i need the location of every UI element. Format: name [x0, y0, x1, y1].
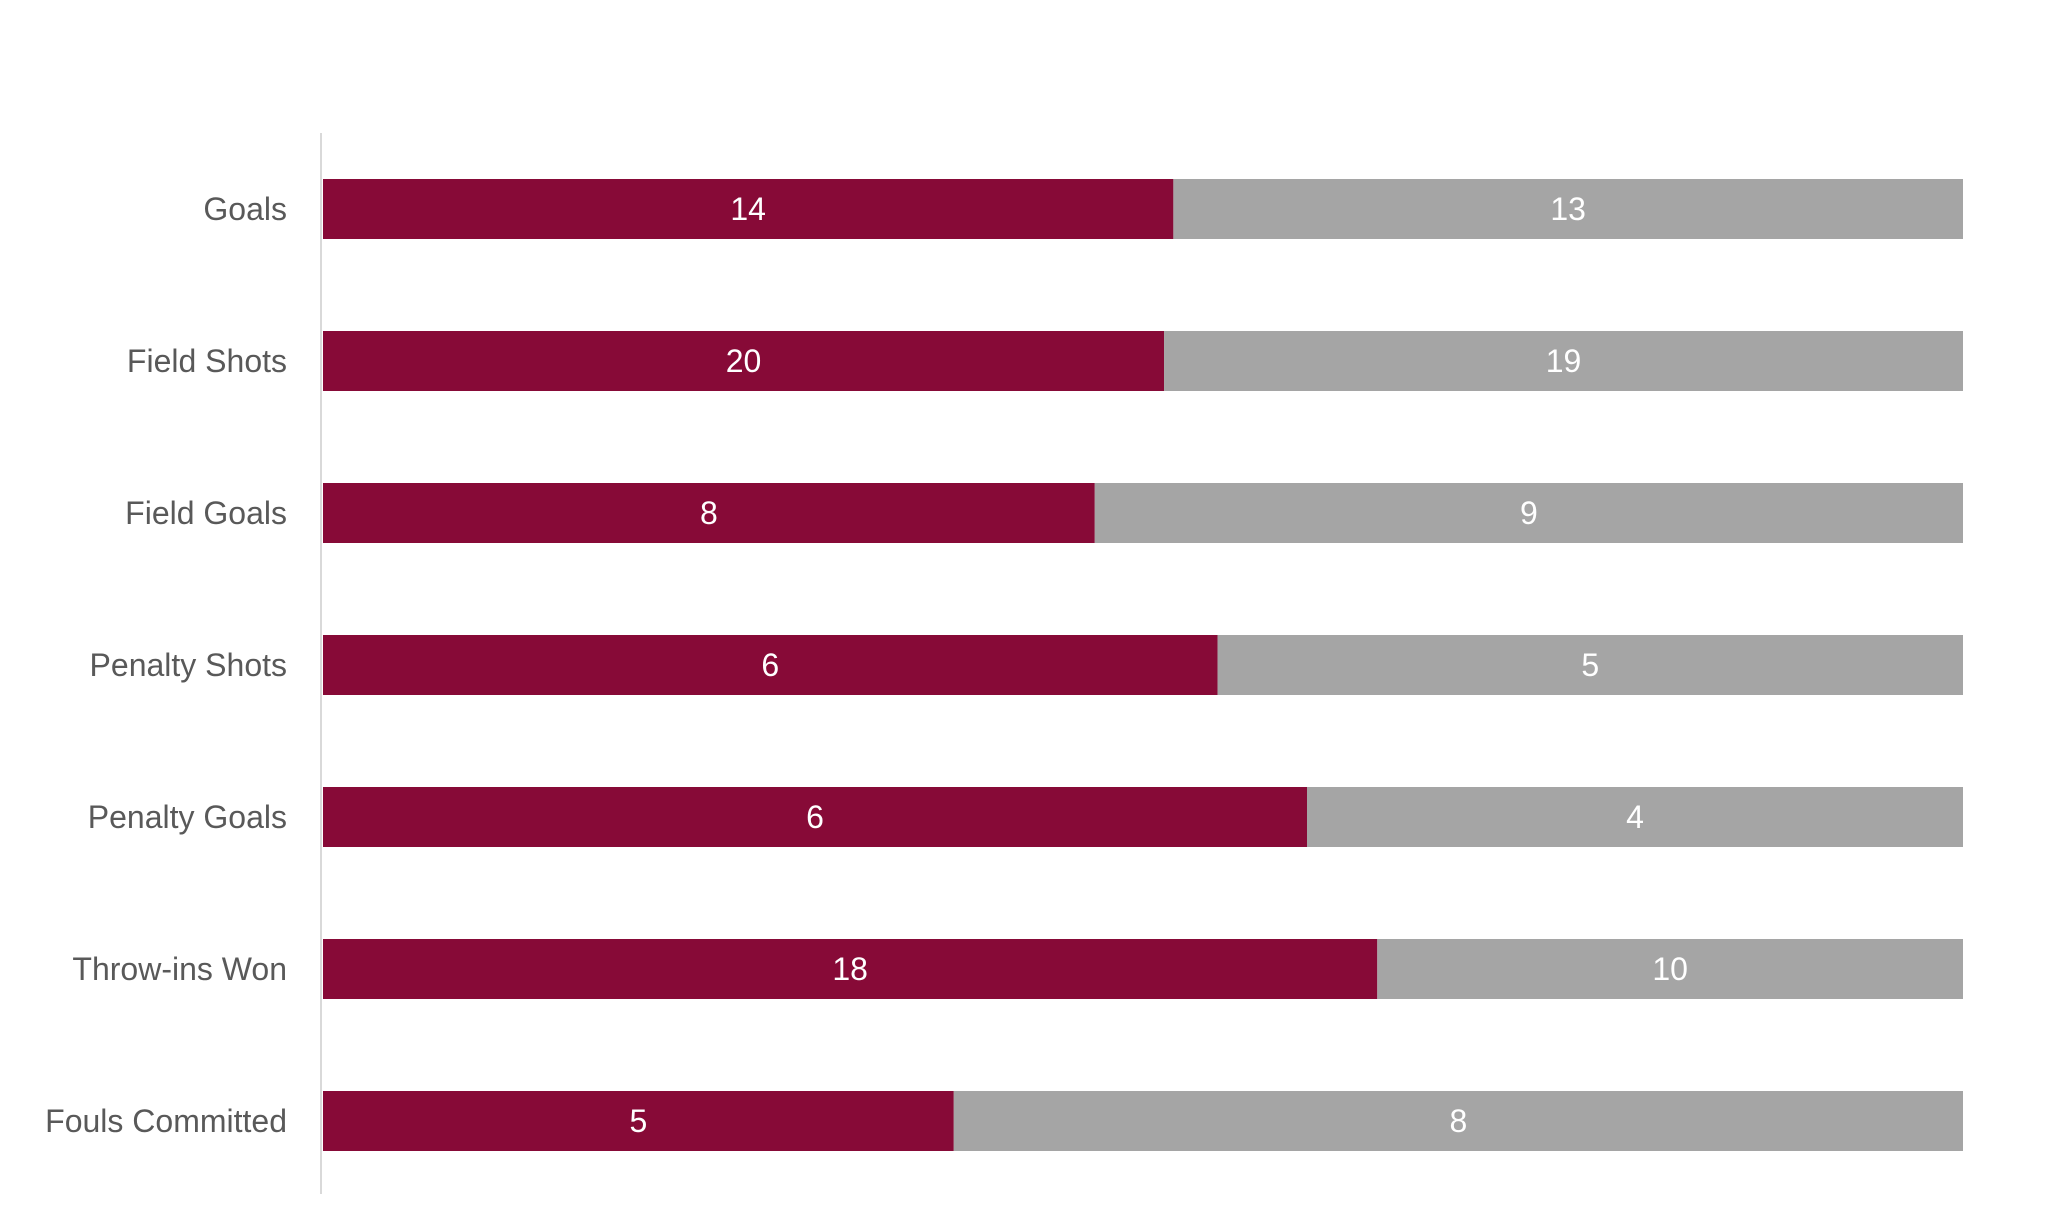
- data-labels: 14 13 20 19 8 9 6 5 6 4 18 10 5 8: [629, 191, 1687, 1139]
- data-label-series1-6: 5: [629, 1103, 647, 1139]
- category-label: Throw-ins Won: [72, 951, 287, 987]
- bar-series1-5: [323, 939, 1378, 999]
- category-label: Field Shots: [127, 343, 287, 379]
- category-label: Penalty Shots: [90, 647, 287, 683]
- bar-series2-1: [1164, 331, 1963, 391]
- data-label-series2-6: 8: [1449, 1103, 1467, 1139]
- data-label-series1-5: 18: [832, 951, 868, 987]
- data-label-series2-2: 9: [1520, 495, 1538, 531]
- bars: [323, 179, 1963, 1151]
- bar-series1-0: [323, 179, 1174, 239]
- category-labels: Goals Field Shots Field Goals Penalty Shots…: [45, 191, 287, 1139]
- category-label: Field Goals: [125, 495, 287, 531]
- bar-series1-3: [323, 635, 1218, 695]
- bar-series2-4: [1307, 787, 1963, 847]
- data-label-series2-3: 5: [1581, 647, 1599, 683]
- category-label: Fouls Committed: [45, 1103, 287, 1139]
- category-label: Penalty Goals: [88, 799, 287, 835]
- bar-series2-6: [953, 1091, 1963, 1151]
- data-label-series1-0: 14: [730, 191, 766, 227]
- data-label-series1-4: 6: [806, 799, 824, 835]
- data-label-series2-5: 10: [1652, 951, 1688, 987]
- bar-series1-1: [323, 331, 1165, 391]
- bar-series2-2: [1094, 483, 1963, 543]
- data-label-series2-1: 19: [1546, 343, 1582, 379]
- data-label-series2-0: 13: [1550, 191, 1586, 227]
- bar-series1-4: [323, 787, 1307, 847]
- data-label-series1-3: 6: [761, 647, 779, 683]
- data-label-series2-4: 4: [1626, 799, 1644, 835]
- bar-series2-5: [1377, 939, 1963, 999]
- bar-series2-3: [1217, 635, 1963, 695]
- data-label-series1-1: 20: [726, 343, 762, 379]
- data-label-series1-2: 8: [700, 495, 718, 531]
- bar-series2-0: [1173, 179, 1963, 239]
- bar-series1-2: [323, 483, 1095, 543]
- category-label: Goals: [203, 191, 287, 227]
- bar-series1-6: [323, 1091, 954, 1151]
